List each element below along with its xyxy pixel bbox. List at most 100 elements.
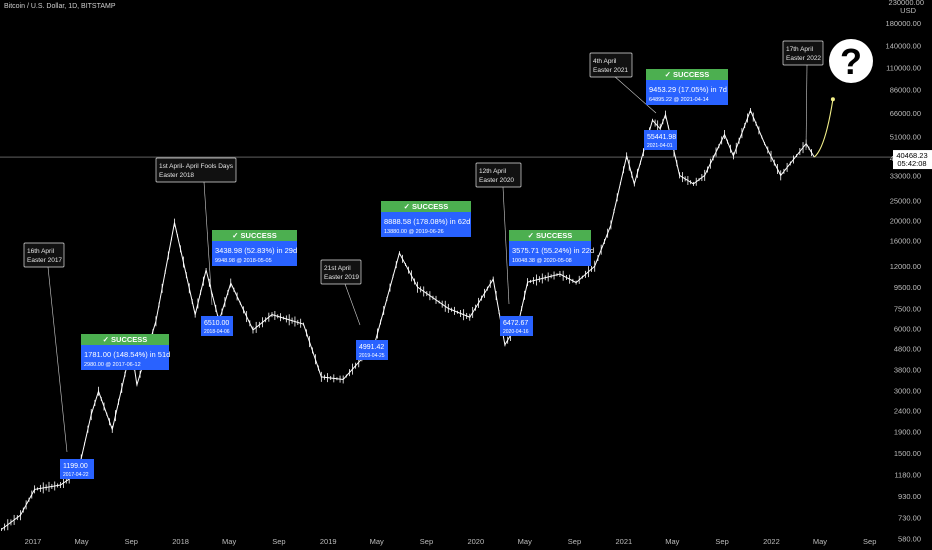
- easter-callout-box: [155, 157, 237, 183]
- success-badge-label: ✓ SUCCESS: [528, 231, 573, 240]
- price-axis-label: 730.00: [898, 514, 921, 523]
- entry-label-price: 1199.00: [63, 463, 88, 470]
- easter-callout-box: [23, 242, 65, 268]
- time-axis-label: May: [74, 537, 88, 546]
- entry-label-price: 4991.42: [359, 344, 384, 351]
- success-badge: [646, 69, 728, 80]
- price-axis-label: 1500.00: [894, 449, 921, 458]
- projection-end-dot: [830, 97, 835, 102]
- entry-label-price: 6472.67: [503, 320, 528, 327]
- time-axis-label: 2019: [320, 537, 337, 546]
- time-axis-label: May: [370, 537, 384, 546]
- time-axis-label: 2017: [25, 537, 42, 546]
- success-detail-line2: 9948.98 @ 2018-05-05: [215, 258, 272, 264]
- entry-label-date: 2020-04-16: [503, 329, 529, 335]
- easter-callout-connector: [47, 266, 68, 453]
- price-axis-label: 1900.00: [894, 428, 921, 437]
- entry-label-box: [60, 459, 94, 479]
- success-detail-box: [509, 241, 591, 266]
- success-badge-label: ✓ SUCCESS: [665, 70, 710, 79]
- price-axis-label: 25000.00: [890, 196, 921, 205]
- easter-callout-box: [589, 52, 633, 78]
- time-axis-label: 2018: [172, 537, 189, 546]
- easter-callout-connector: [502, 186, 510, 305]
- success-detail-line2: 10048.38 @ 2020-05-08: [512, 258, 572, 264]
- current-price-countdown: 05:42:08: [897, 159, 926, 168]
- success-detail-line2: 13880.00 @ 2019-06-26: [384, 229, 444, 235]
- time-axis-label: Sep: [715, 537, 728, 546]
- time-axis-label: May: [222, 537, 236, 546]
- success-badge: [509, 230, 591, 241]
- time-axis-label: Sep: [125, 537, 138, 546]
- success-detail-box: [81, 345, 169, 370]
- easter-callout-line1: 12th April: [479, 168, 507, 175]
- price-series-line: [1, 109, 815, 530]
- easter-callout-line2: Easter 2021: [593, 67, 628, 74]
- easter-callout-line1: 4th April: [593, 58, 617, 65]
- price-axis-label: 20000.00: [890, 216, 921, 225]
- time-axis-label: Sep: [568, 537, 581, 546]
- success-badge-label: ✓ SUCCESS: [232, 231, 277, 240]
- success-detail-line1: 9453.29 (17.05%) in 7d: [649, 85, 727, 94]
- price-axis-label: 930.00: [898, 492, 921, 501]
- entry-label-box: [201, 316, 233, 336]
- easter-callout-line2: Easter 2017: [27, 257, 62, 264]
- entry-label-box: [500, 316, 533, 336]
- price-axis-top-label: 230000.00: [889, 0, 924, 7]
- success-badge: [212, 230, 297, 241]
- easter-callout-line2: Easter 2019: [324, 274, 359, 281]
- time-axis-label: 2021: [615, 537, 632, 546]
- easter-callout-line1: 17th April: [786, 46, 814, 53]
- price-axis-label: 4800.00: [894, 345, 921, 354]
- entry-label-date: 2017-04-22: [63, 472, 89, 478]
- easter-callout-box: [320, 259, 362, 285]
- entry-label-date: 2019-04-25: [359, 353, 385, 359]
- time-axis-label: 2020: [467, 537, 484, 546]
- price-axis-label: 110000.00: [886, 63, 921, 72]
- easter-callout-line2: Easter 2022: [786, 55, 821, 62]
- projection-curve: [813, 99, 834, 158]
- success-detail-box: [381, 212, 471, 237]
- price-axis-label: 7500.00: [894, 304, 921, 313]
- price-axis-label: 9500.00: [894, 283, 921, 292]
- easter-callout-connector: [344, 283, 361, 326]
- time-axis-label: May: [518, 537, 532, 546]
- chart-title: Bitcoin / U.S. Dollar, 1D, BITSTAMP: [4, 3, 116, 10]
- price-axis-label: 16000.00: [890, 236, 921, 245]
- success-detail-line1: 8888.58 (178.08%) in 62d: [384, 217, 470, 226]
- success-badge: [381, 201, 471, 212]
- price-axis-label: 33000.00: [890, 171, 921, 180]
- time-axis-label: Sep: [863, 537, 876, 546]
- success-badge: [81, 334, 169, 345]
- time-axis-label: Sep: [420, 537, 433, 546]
- price-axis-label: 1180.00: [894, 471, 921, 480]
- price-axis-label: 2400.00: [894, 407, 921, 416]
- entry-label-box: [356, 340, 388, 360]
- easter-callout-line1: 21st April: [324, 265, 351, 272]
- success-detail-line2: 64895.22 @ 2021-04-14: [649, 97, 709, 103]
- easter-callout-box: [475, 162, 522, 188]
- current-price-value: 40468.23: [896, 151, 927, 160]
- price-axis-label: 51000.00: [890, 132, 921, 141]
- easter-callout-line1: 1st April- April Fools Days: [159, 163, 234, 170]
- price-axis-label: 66000.00: [890, 109, 921, 118]
- easter-callout-line2: Easter 2018: [159, 172, 194, 179]
- price-axis-label: 3000.00: [894, 387, 921, 396]
- entry-label-date: 2018-04-06: [204, 329, 230, 335]
- success-detail-line1: 3438.98 (52.83%) in 29d: [215, 246, 297, 255]
- time-axis-label: May: [665, 537, 679, 546]
- price-axis-label: 580.00: [898, 534, 921, 543]
- success-badge-label: ✓ SUCCESS: [404, 202, 449, 211]
- success-detail-box: [646, 80, 728, 105]
- price-axis-label: 180000.00: [886, 19, 921, 28]
- easter-callout-line2: Easter 2020: [479, 177, 514, 184]
- question-mark-glyph: ?: [840, 41, 862, 82]
- success-detail-box: [212, 241, 297, 266]
- entry-label-price: 55441.98: [647, 134, 676, 141]
- current-price-tag: [893, 150, 932, 170]
- price-axis-unit: USD: [900, 6, 916, 15]
- price-axis-label: 6000.00: [894, 324, 921, 333]
- time-axis-label: Sep: [272, 537, 285, 546]
